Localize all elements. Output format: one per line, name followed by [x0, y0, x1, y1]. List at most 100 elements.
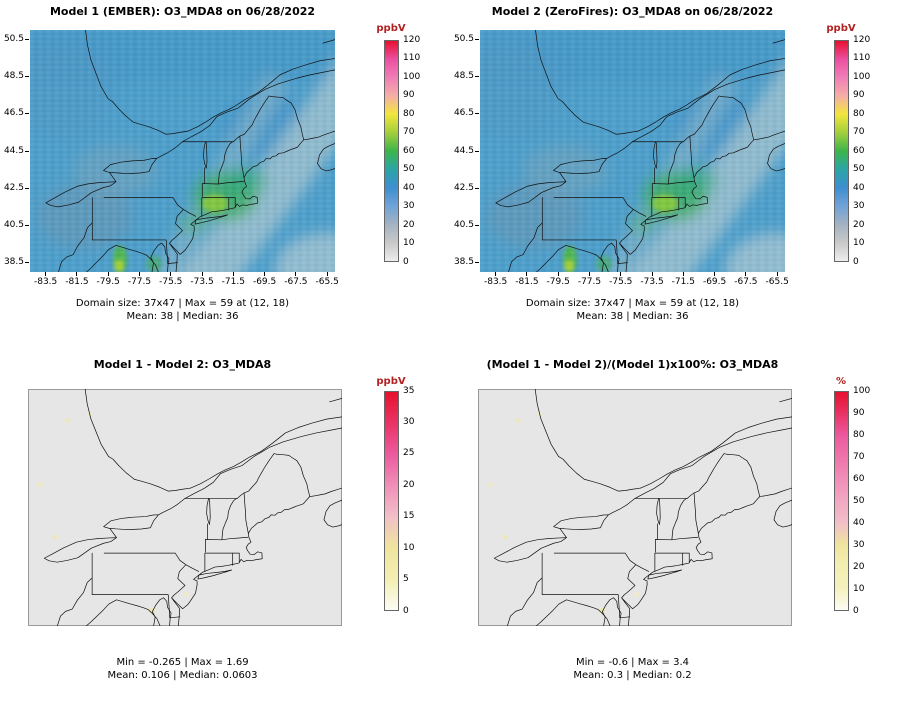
x-tick-mark [264, 272, 266, 276]
x-tick-mark [495, 272, 497, 276]
model1-map-plot [30, 30, 335, 272]
y-tick-label: 48.5 [453, 71, 474, 82]
stats-line-1: Domain size: 37x47 | Max = 59 at (12, 18… [75, 298, 290, 309]
panel-model2: Model 2 (ZeroFires): O3_MDA8 on 06/28/20… [450, 0, 900, 353]
y-tick-label: 40.5 [453, 219, 474, 230]
x-tick-label: -67.5 [284, 277, 308, 287]
x-tick-mark [45, 272, 47, 276]
colorbar-tick-label: 50 [853, 495, 865, 506]
x-tick-label: -79.5 [546, 277, 570, 287]
colorbar-tick-label: 90 [853, 407, 865, 418]
colorbar-tick-label: 70 [403, 127, 415, 137]
stats-line-1: Domain size: 37x47 | Max = 59 at (12, 18… [525, 298, 740, 309]
x-tick-mark [326, 272, 328, 276]
colorbar-tick-label: 50 [403, 164, 415, 174]
x-tick-label: -77.5 [577, 277, 602, 287]
colorbar-tick-label: 30 [403, 416, 415, 427]
x-tick-mark [776, 272, 778, 276]
y-tick-label: 50.5 [453, 33, 474, 44]
x-tick-label: -71.5 [671, 277, 695, 287]
y-tick-label: 38.5 [3, 257, 24, 268]
colorbar-tick-label: 25 [403, 448, 415, 459]
colorbar-tick-label: 0 [853, 605, 859, 616]
colorbar-tick-label: 15 [403, 511, 415, 522]
x-tick-mark [745, 272, 747, 276]
x-tick-label: -71.5 [221, 277, 245, 287]
colorbar-tick-label: 50 [853, 164, 865, 174]
difference-map-plot [28, 389, 342, 626]
stats-line-2: Mean: 38 | Median: 36 [126, 311, 239, 322]
colorbar-tick-label: 70 [853, 451, 865, 462]
x-tick-label: -65.5 [315, 277, 339, 287]
colorbar-tick-label: 80 [853, 108, 865, 119]
colorbar-tick-label: 100 [853, 71, 871, 82]
y-tick-label: 46.5 [453, 108, 474, 119]
model2-map [480, 30, 785, 272]
x-tick-label: -65.5 [765, 277, 789, 287]
x-tick-mark [588, 272, 590, 276]
y-tick-label: 44.5 [3, 145, 24, 156]
y-tick-label: 50.5 [3, 33, 24, 44]
y-tick-mark [475, 76, 479, 78]
colorbar-tick-label: 20 [853, 561, 865, 572]
x-tick-label: -67.5 [734, 277, 758, 287]
panel-title: Model 1 (EMBER): O3_MDA8 on 06/28/2022 [49, 5, 316, 18]
x-tick-label: -73.5 [640, 277, 664, 287]
colorbar-tick-label: 20 [853, 219, 865, 230]
colorbar-tick-label: 40 [853, 517, 865, 528]
colorbar-units-label: % [835, 376, 847, 387]
y-tick-label: 38.5 [453, 257, 474, 268]
panel-model1: Model 1 (EMBER): O3_MDA8 on 06/28/2022 p… [0, 0, 450, 353]
colorbar-tick-label: 80 [403, 108, 415, 119]
stats-line-1: Min = -0.6 | Max = 3.4 [575, 657, 690, 668]
percent-difference-map [478, 389, 792, 626]
x-tick-mark [295, 272, 297, 276]
colorbar-tick-label: 120 [403, 34, 421, 45]
colorbar-tick-label: 0 [853, 256, 859, 267]
x-tick-mark [170, 272, 172, 276]
colorbar-tick-label: 90 [403, 90, 415, 100]
colorbar-tick-label: 100 [403, 71, 421, 82]
colorbar-tick-label: 60 [853, 473, 865, 484]
x-tick-mark [557, 272, 559, 276]
colorbar [384, 40, 399, 262]
colorbar-tick-label: 20 [403, 479, 415, 490]
x-tick-label: -83.5 [33, 277, 58, 287]
y-tick-label: 44.5 [453, 145, 474, 156]
x-tick-label: -75.5 [159, 277, 183, 287]
x-tick-label: -77.5 [127, 277, 152, 287]
colorbar-tick-label: 30 [853, 201, 865, 211]
colorbar-tick-label: 60 [853, 145, 865, 156]
x-tick-mark [201, 272, 203, 276]
colorbar-tick-label: 40 [403, 182, 415, 193]
y-tick-mark [25, 262, 29, 264]
panel-title: Model 2 (ZeroFires): O3_MDA8 on 06/28/20… [491, 5, 774, 18]
model1-map [30, 30, 335, 272]
y-tick-mark [25, 224, 29, 226]
colorbar-units-label: ppbV [376, 23, 406, 34]
x-tick-label: -83.5 [483, 277, 508, 287]
colorbar-tick-label: 100 [853, 385, 871, 396]
x-tick-mark [651, 272, 653, 276]
x-tick-label: -69.5 [702, 277, 727, 287]
y-tick-label: 42.5 [453, 182, 474, 193]
panel-title: (Model 1 - Model 2)/(Model 1)x100%: O3_M… [486, 358, 779, 371]
y-tick-mark [475, 224, 479, 226]
y-tick-mark [25, 76, 29, 78]
difference-map [28, 389, 342, 626]
y-tick-mark [25, 187, 29, 189]
y-tick-mark [25, 38, 29, 40]
x-tick-label: -75.5 [609, 277, 633, 287]
x-tick-mark [620, 272, 622, 276]
stats-line-2: Mean: 38 | Median: 36 [576, 311, 689, 322]
x-tick-mark [526, 272, 528, 276]
panel-difference: Model 1 - Model 2: O3_MDA8 ppbV Min = -0… [0, 353, 450, 706]
y-tick-label: 40.5 [3, 219, 24, 230]
panel-title: Model 1 - Model 2: O3_MDA8 [93, 358, 272, 371]
y-tick-mark [475, 150, 479, 152]
stats-line-2: Mean: 0.3 | Median: 0.2 [573, 670, 692, 681]
x-tick-label: -73.5 [190, 277, 214, 287]
x-tick-label: -79.5 [96, 277, 120, 287]
colorbar-units-label: ppbV [826, 23, 856, 34]
